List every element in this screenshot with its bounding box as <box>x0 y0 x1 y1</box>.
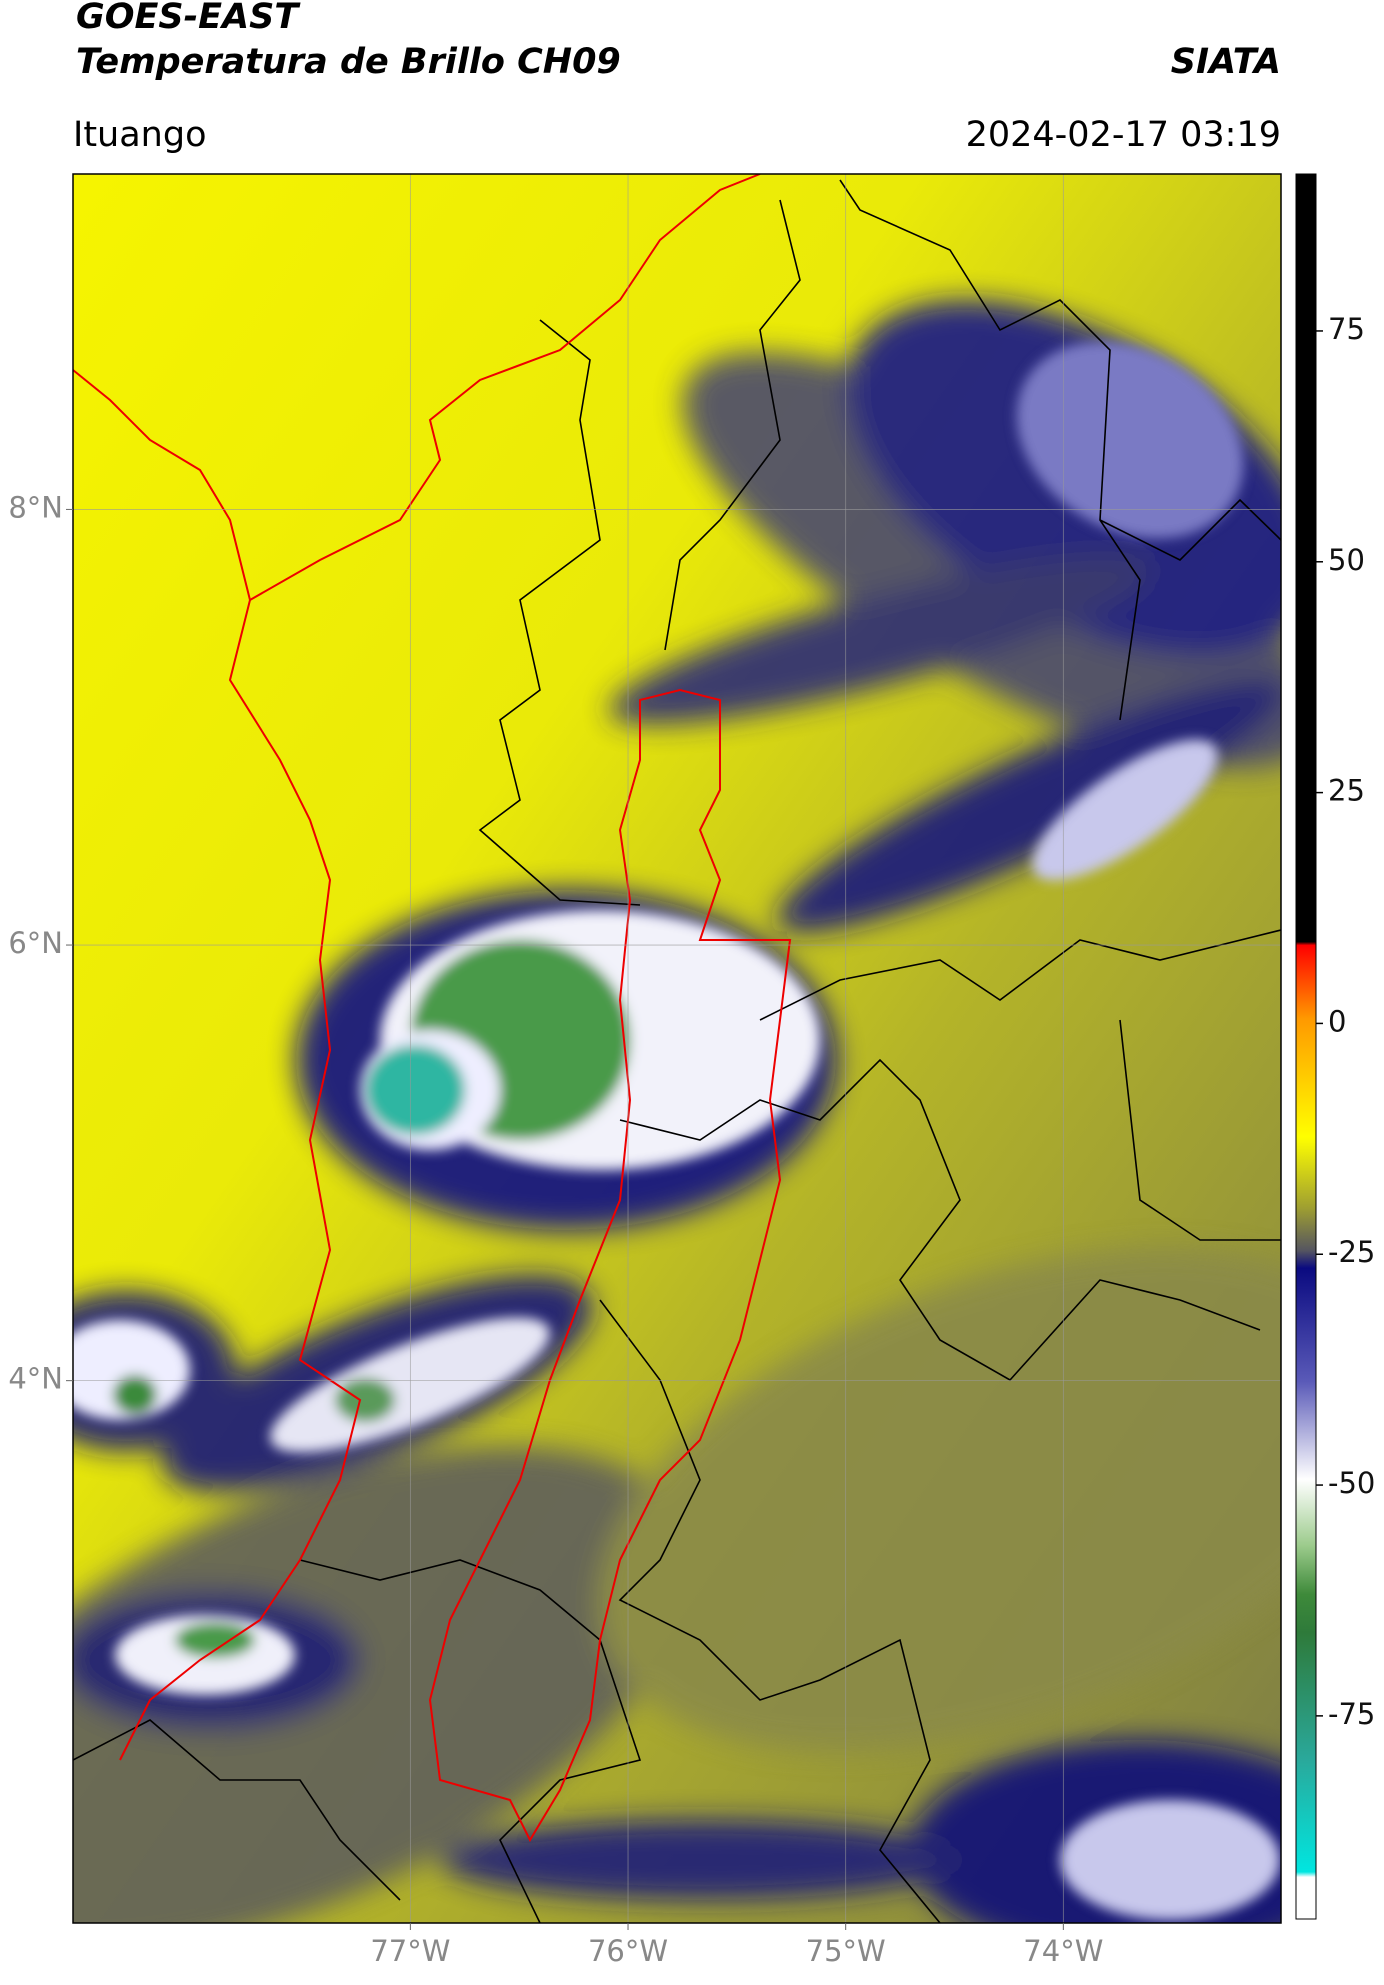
x-tick-label: 75°W <box>806 1934 886 1968</box>
colorbar-tick-label: 50 <box>1328 543 1365 577</box>
colorbar-tick-label: -50 <box>1328 1466 1375 1500</box>
location: Ituango <box>73 115 207 155</box>
title: GOES-EAST <box>76 0 301 37</box>
colorbar-tick-label: -25 <box>1328 1235 1375 1269</box>
source: SIATA <box>1171 42 1281 82</box>
colorbar-tick-label: 75 <box>1328 312 1365 346</box>
x-tick-label: 76°W <box>588 1934 668 1968</box>
colorbar-tick-label: 0 <box>1328 1004 1346 1038</box>
y-tick-label: 4°N <box>8 1362 63 1396</box>
satellite-image <box>73 174 1281 1923</box>
colorbar <box>1295 173 1317 1920</box>
x-tick-label: 77°W <box>370 1934 450 1968</box>
y-tick-label: 8°N <box>8 490 63 524</box>
colorbar-tick-label: -75 <box>1328 1697 1375 1731</box>
colorbar-tick-label: 25 <box>1328 774 1365 808</box>
datetime: 2024-02-17 03:19 <box>966 115 1281 155</box>
map-frame <box>72 173 1282 1924</box>
x-tick-label: 74°W <box>1023 1934 1103 1968</box>
grid <box>73 174 1281 1923</box>
subtitle: Temperatura de Brillo CH09 <box>76 42 621 82</box>
y-tick-label: 6°N <box>8 926 63 960</box>
